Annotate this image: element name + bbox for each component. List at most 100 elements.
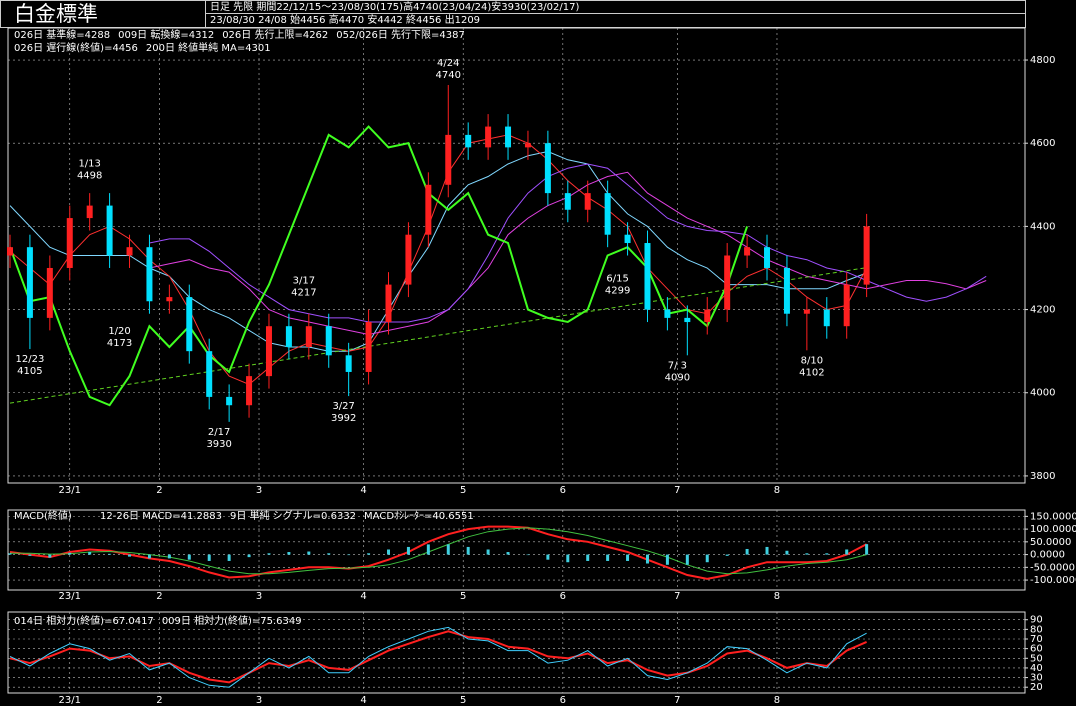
annotation-value: 3992 <box>331 413 356 424</box>
candle-body <box>684 317 691 323</box>
annotation-value: 3930 <box>206 439 231 450</box>
candle-body <box>465 134 472 148</box>
oscillator-bar <box>466 546 470 555</box>
series-line <box>10 527 867 575</box>
annotation-value: 4498 <box>77 171 102 182</box>
oscillator-bar <box>566 554 570 563</box>
oscillator-bar <box>187 554 191 560</box>
annotation-date: 3/17 <box>293 275 315 286</box>
legend-entry: 026日 遅行線(終値)=4456 <box>14 41 138 54</box>
y-tick-label: 0.0000 <box>1030 550 1065 561</box>
y-tick-label: 150.0000 <box>1030 511 1076 522</box>
oscillator-bar <box>606 554 610 561</box>
candle-body <box>524 143 531 148</box>
y-tick-label: 4400 <box>1030 221 1055 232</box>
y-tick-label: 50 <box>1030 653 1043 664</box>
annotation-value: 4173 <box>107 338 132 349</box>
oscillator-bar <box>307 551 311 555</box>
x-tick-label: 8 <box>774 485 780 496</box>
oscillator-bar <box>506 552 510 555</box>
x-tick-label: 8 <box>774 695 780 706</box>
plot-frame <box>7 611 1026 694</box>
y-tick-label: 60 <box>1030 644 1043 655</box>
oscillator-bar <box>426 544 430 555</box>
y-tick-label: 40 <box>1030 663 1043 674</box>
candle-body <box>186 297 193 352</box>
oscillator-bar <box>88 552 92 555</box>
legend-entry: 026日 基準線=4288 <box>14 28 110 41</box>
annotation-date: 4/24 <box>437 58 459 69</box>
x-tick-label: 3 <box>256 695 262 706</box>
candle-body <box>86 205 93 219</box>
annotation-date: 12/23 <box>15 354 44 365</box>
candle-body <box>485 126 492 148</box>
x-tick-label: 23/1 <box>59 485 81 496</box>
candle-body <box>325 326 332 356</box>
candle-body <box>544 143 551 194</box>
oscillator-bar <box>745 548 749 555</box>
oscillator-bar <box>486 549 490 555</box>
x-tick-label: 6 <box>560 695 566 706</box>
oscillator-bar <box>327 553 331 555</box>
oscillator-bar <box>785 550 789 555</box>
oscillator-bar <box>108 553 112 555</box>
annotation-value: 4217 <box>291 287 316 298</box>
candle-body <box>345 355 352 372</box>
candle-body <box>106 205 113 256</box>
candle-body <box>46 267 53 318</box>
series-line <box>9 630 868 684</box>
x-tick-label: 2 <box>156 695 162 706</box>
x-tick-label: 3 <box>256 485 262 496</box>
x-tick-label: 4 <box>360 485 366 496</box>
y-tick-label: 100.0000 <box>1030 524 1076 535</box>
subtitle: 日足 先限 期間22/12/15～23/08/30(175)高4740(23/0… <box>210 0 579 13</box>
candle-body <box>644 243 651 310</box>
annotation-value: 4299 <box>605 285 630 296</box>
candle-body <box>365 322 372 372</box>
oscillator-bar <box>845 549 849 555</box>
candle-body <box>385 284 392 323</box>
annotation-date: 1/13 <box>78 159 100 170</box>
x-tick-label: 7 <box>674 695 680 706</box>
oscillator-bar <box>367 553 371 555</box>
oscillator-bar <box>705 554 709 563</box>
oscillator-bar <box>765 546 769 555</box>
x-tick-label: 5 <box>460 485 466 496</box>
x-tick-label: 6 <box>560 591 566 602</box>
legend-entry: 052/026日 先行下限=4387 <box>336 28 465 41</box>
candle-body <box>843 284 850 327</box>
y-tick-label: 30 <box>1030 673 1043 684</box>
oscillator-bar <box>387 549 391 555</box>
candle-body <box>166 297 173 302</box>
candle-body <box>126 247 133 256</box>
legend-entry: MACDｵｼﾚｰﾀｰ=40.6551 <box>364 510 474 522</box>
x-tick-label: 4 <box>360 695 366 706</box>
candle-body <box>305 326 312 347</box>
candle-body <box>724 255 731 310</box>
candle-body <box>764 247 771 268</box>
candle-body <box>405 234 412 285</box>
y-tick-label: 50.0000 <box>1030 537 1071 548</box>
oscillator-bar <box>586 554 590 561</box>
annotation-date: 1/20 <box>108 326 130 337</box>
annotation-date: 6/15 <box>606 273 628 284</box>
candle-body <box>505 126 512 148</box>
y-tick-label: 80 <box>1030 624 1043 635</box>
legend-entry: 12-26日 MACD=41.2883 <box>100 511 222 522</box>
annotation-date: 8/10 <box>801 355 823 366</box>
x-tick-label: 7 <box>674 485 680 496</box>
chart-title: 白金標準 <box>14 2 98 26</box>
series-line <box>9 267 867 404</box>
legend-entry: 026日 先行上限=4262 <box>222 28 328 41</box>
x-tick-label: 23/1 <box>59 591 81 602</box>
series-line <box>9 525 868 580</box>
candle-body <box>783 267 790 314</box>
candle-body <box>664 309 671 318</box>
y-tick-label: 3800 <box>1030 471 1055 482</box>
oscillator-bar <box>207 554 211 561</box>
y-tick-label: 70 <box>1030 634 1043 645</box>
x-tick-label: 5 <box>460 591 466 602</box>
oscillator-bar <box>48 554 52 558</box>
oscillator-bar <box>406 546 410 555</box>
series-line <box>149 163 987 323</box>
